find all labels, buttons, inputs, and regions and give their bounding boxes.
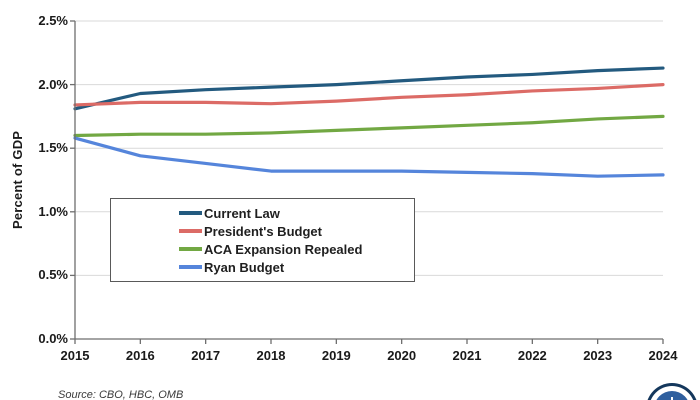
x-tick-label: 2016 — [125, 348, 155, 363]
legend-label: Ryan Budget — [204, 259, 285, 275]
y-tick-label: 1.5% — [38, 140, 68, 156]
legend: Current Law President's Budget ACA Expansi… — [110, 198, 415, 282]
legend-item: Current Law — [179, 207, 414, 220]
y-tick-label: 2.0% — [38, 76, 68, 92]
y-tick-label: 0.0% — [38, 331, 68, 346]
source-note: Source: CBO, HBC, OMB — [58, 389, 184, 400]
series-line-1 — [73, 82, 665, 107]
y-tick-label: 2.5% — [38, 13, 68, 28]
legend-label: ACA Expansion Repealed — [204, 241, 363, 257]
x-tick-label: 2024 — [648, 348, 678, 363]
x-tick-label: 2015 — [60, 348, 90, 363]
y-axis-title: Percent of GDP — [10, 130, 25, 230]
legend-swatch — [179, 211, 202, 215]
legend-swatch — [179, 229, 202, 233]
legend-label: Current Law — [204, 205, 280, 221]
legend-label: President's Budget — [204, 223, 322, 239]
seal-inner-ring — [649, 386, 695, 400]
legend-item: ACA Expansion Repealed — [179, 243, 414, 256]
y-tick-label: 0.5% — [38, 267, 68, 283]
seal-top-tick — [671, 397, 673, 400]
series-line-0 — [73, 66, 665, 111]
x-tick-label: 2017 — [191, 348, 221, 363]
x-tick-label: 2019 — [321, 348, 351, 363]
x-tick-label: 2020 — [387, 348, 417, 363]
x-tick-label: 2021 — [452, 348, 482, 363]
legend-swatch — [179, 247, 202, 251]
y-tick-label: 1.0% — [38, 203, 68, 219]
series-line-2 — [73, 114, 665, 138]
x-tick-label: 2018 — [256, 348, 286, 363]
series-line-3 — [73, 136, 665, 178]
legend-swatch — [179, 265, 202, 269]
committee-seal-icon — [646, 383, 698, 400]
legend-item: President's Budget — [179, 225, 414, 238]
seal-core — [654, 391, 690, 400]
x-tick-label: 2022 — [517, 348, 547, 363]
x-tick-label: 2023 — [583, 348, 613, 363]
legend-item: Ryan Budget — [179, 261, 414, 274]
